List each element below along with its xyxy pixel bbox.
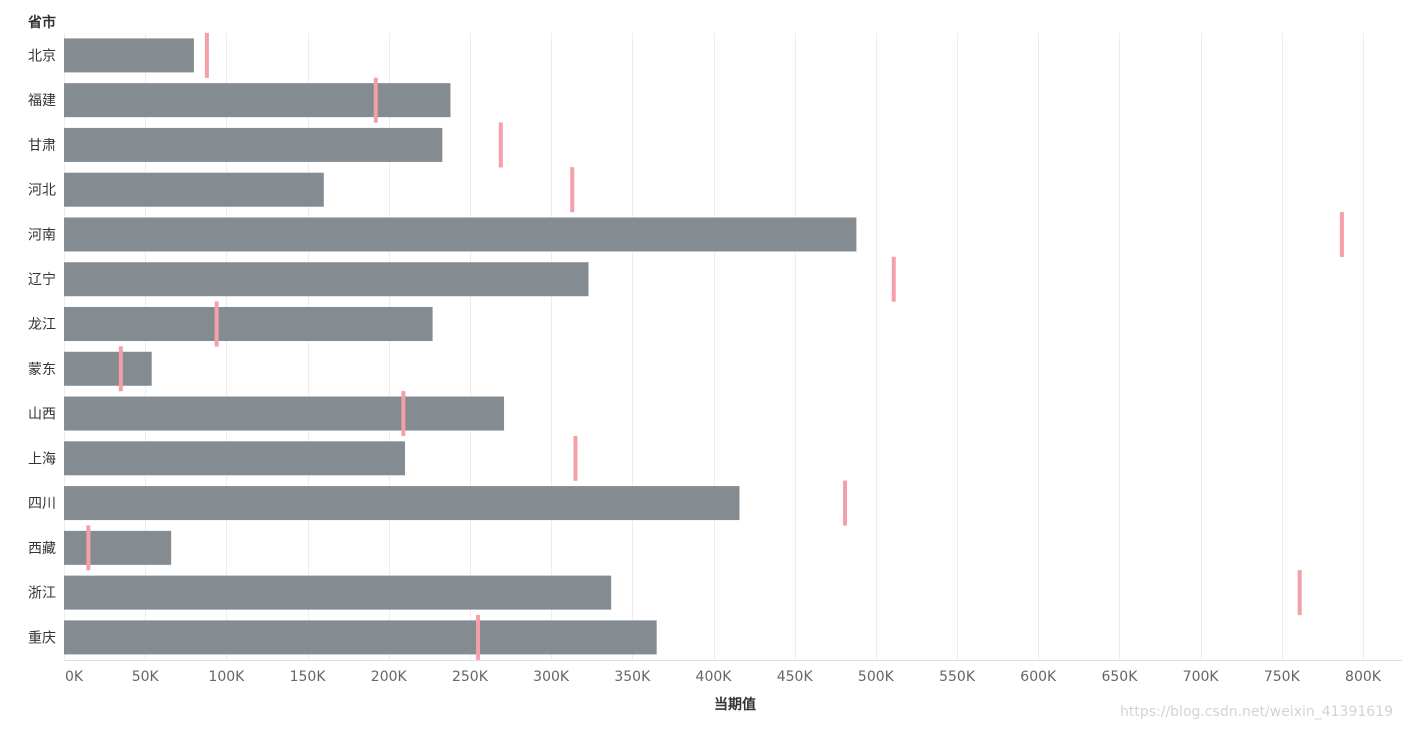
x-tick-label: 200K xyxy=(371,669,408,685)
bar xyxy=(64,217,857,252)
reference-tick xyxy=(573,435,578,481)
category-label: 甘肃 xyxy=(28,138,56,154)
x-tick-label: 400K xyxy=(696,669,733,685)
watermark: https://blog.csdn.net/weixin_41391619 xyxy=(1119,704,1393,720)
dimension-title: 省市 xyxy=(27,14,56,31)
x-tick-label: 500K xyxy=(858,669,895,685)
category-label: 重庆 xyxy=(28,630,56,646)
x-tick-label: 50K xyxy=(132,669,160,685)
bar xyxy=(64,575,612,610)
reference-tick xyxy=(373,77,378,123)
category-label: 上海 xyxy=(28,451,56,467)
x-axis-title: 当期值 xyxy=(714,696,756,713)
x-tick-label: 550K xyxy=(939,669,976,685)
x-tick-label: 800K xyxy=(1345,669,1382,685)
bar xyxy=(64,127,443,162)
bar xyxy=(64,38,194,73)
reference-tick xyxy=(401,391,406,437)
bar xyxy=(64,351,152,386)
reference-tick xyxy=(1297,570,1302,616)
category-label: 西藏 xyxy=(28,541,56,557)
x-tick-label: 300K xyxy=(533,669,570,685)
reference-tick xyxy=(118,346,123,392)
bar xyxy=(64,441,405,476)
bar xyxy=(64,83,451,118)
reference-tick xyxy=(570,167,575,213)
x-tick-label: 350K xyxy=(614,669,651,685)
bar xyxy=(64,172,324,207)
reference-ticks xyxy=(86,32,1344,660)
x-tick-label: 250K xyxy=(452,669,489,685)
x-tick-label: 150K xyxy=(290,669,327,685)
category-label: 河北 xyxy=(28,183,56,199)
bar xyxy=(64,396,505,431)
reference-tick xyxy=(214,301,219,347)
x-tick-label: 450K xyxy=(777,669,814,685)
category-label: 浙江 xyxy=(28,586,56,602)
category-label: 四川 xyxy=(28,496,56,512)
reference-tick xyxy=(86,525,91,571)
category-label: 龙江 xyxy=(28,317,56,333)
reference-tick xyxy=(476,614,481,660)
bar xyxy=(64,307,433,342)
bar xyxy=(64,530,172,565)
category-label: 北京 xyxy=(28,48,56,64)
category-label: 蒙东 xyxy=(28,362,56,378)
reference-tick xyxy=(204,32,209,78)
x-tick-label: 650K xyxy=(1101,669,1138,685)
bar xyxy=(64,486,740,521)
x-tick-label: 100K xyxy=(208,669,245,685)
reference-tick xyxy=(1339,211,1344,257)
category-label: 山西 xyxy=(28,407,56,423)
bars xyxy=(64,38,857,655)
category-label: 福建 xyxy=(28,93,56,109)
x-tick-label: 0K xyxy=(65,669,84,685)
reference-tick xyxy=(843,480,848,526)
x-tick-labels: 0K 50K 100K 150K 200K 250K 300K 350K 400K 450K 500… xyxy=(65,669,1382,685)
reference-tick xyxy=(891,256,896,302)
bar xyxy=(64,262,589,297)
x-tick-label: 750K xyxy=(1264,669,1301,685)
category-label: 辽宁 xyxy=(28,271,56,288)
bar xyxy=(64,620,657,655)
x-tick-label: 600K xyxy=(1020,669,1057,685)
gridlines xyxy=(64,33,1402,661)
x-tick-label: 700K xyxy=(1183,669,1220,685)
category-label: 河南 xyxy=(28,227,56,243)
reference-tick xyxy=(498,122,503,168)
